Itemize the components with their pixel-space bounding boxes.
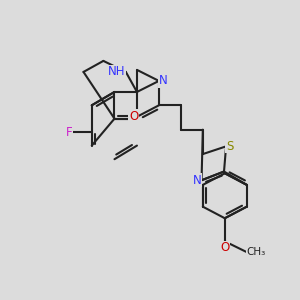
Text: S: S [226, 140, 233, 153]
Text: NH: NH [108, 65, 126, 78]
Text: O: O [220, 241, 230, 254]
Text: N: N [159, 74, 168, 87]
Text: N: N [193, 174, 202, 187]
Text: O: O [129, 110, 138, 123]
Text: CH₃: CH₃ [247, 247, 266, 257]
Text: F: F [66, 126, 72, 139]
